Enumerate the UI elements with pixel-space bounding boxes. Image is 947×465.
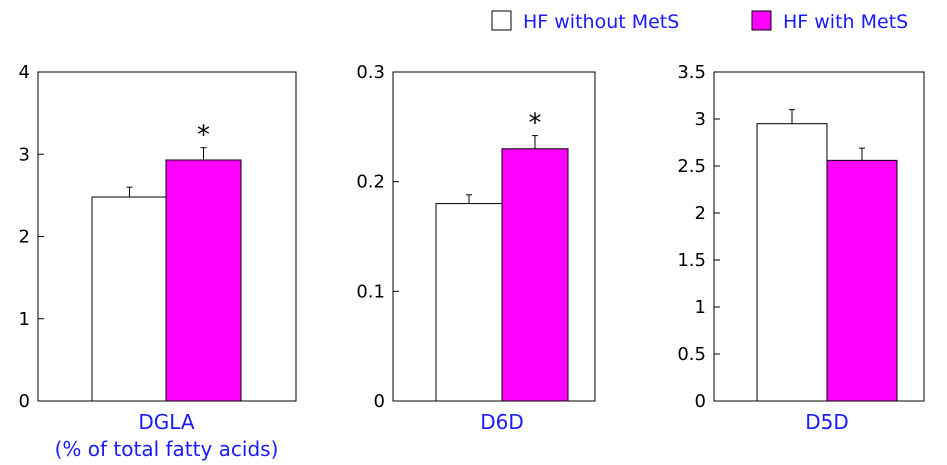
- chart-panel: 0 1 2 3 4 * DGLA (% of total fatty acids): [19, 62, 297, 461]
- y-tick-label: 2: [19, 227, 30, 248]
- bar: [91, 196, 168, 402]
- legend-swatch: [491, 10, 512, 31]
- y-tick-label: 0: [19, 391, 30, 412]
- y-tick-label: 1: [19, 309, 30, 330]
- legend: HF without MetS HF with MetS: [491, 10, 908, 33]
- chart-panel: 0 0.5 1 1.5 2 2.5 3 3.5 D5D: [677, 62, 925, 434]
- bar: [826, 159, 898, 402]
- y-tick-label: 1.5: [677, 250, 706, 271]
- x-axis-sublabel: (% of total fatty acids): [55, 437, 279, 461]
- y-tick-label: 3.5: [677, 62, 706, 83]
- legend-label: HF with MetS: [783, 11, 908, 33]
- y-tick-label: 4: [19, 62, 30, 83]
- y-tick-label: 0.3: [356, 62, 385, 83]
- y-tick-label: 1: [695, 297, 706, 318]
- bar: [435, 203, 503, 402]
- y-tick-label: 0.5: [677, 344, 706, 365]
- bar: [165, 159, 242, 402]
- y-tick-label: 0: [374, 391, 385, 412]
- x-axis-label: DGLA: [138, 410, 195, 434]
- y-tick-label: 2.5: [677, 156, 706, 177]
- chart-panel: 0 0.1 0.2 0.3 * D6D: [356, 62, 596, 434]
- legend-swatch: [751, 10, 772, 31]
- y-tick-label: 2: [695, 203, 706, 224]
- y-tick-label: 3: [695, 109, 706, 130]
- y-tick-label: 0.2: [356, 172, 385, 193]
- y-tick-label: 3: [19, 144, 30, 165]
- x-axis-label: D5D: [805, 410, 849, 434]
- y-tick-label: 0: [695, 391, 706, 412]
- x-axis-label: D6D: [480, 410, 524, 434]
- bar: [501, 148, 569, 402]
- legend-label: HF without MetS: [523, 11, 679, 33]
- y-tick-label: 0.1: [356, 281, 385, 302]
- bar: [756, 123, 828, 402]
- charts: 0 1 2 3 4 * DGLA (% of total fatty acids) 0 0.1 0.…: [19, 62, 925, 461]
- significance-marker: *: [197, 121, 210, 151]
- significance-marker: *: [529, 109, 542, 139]
